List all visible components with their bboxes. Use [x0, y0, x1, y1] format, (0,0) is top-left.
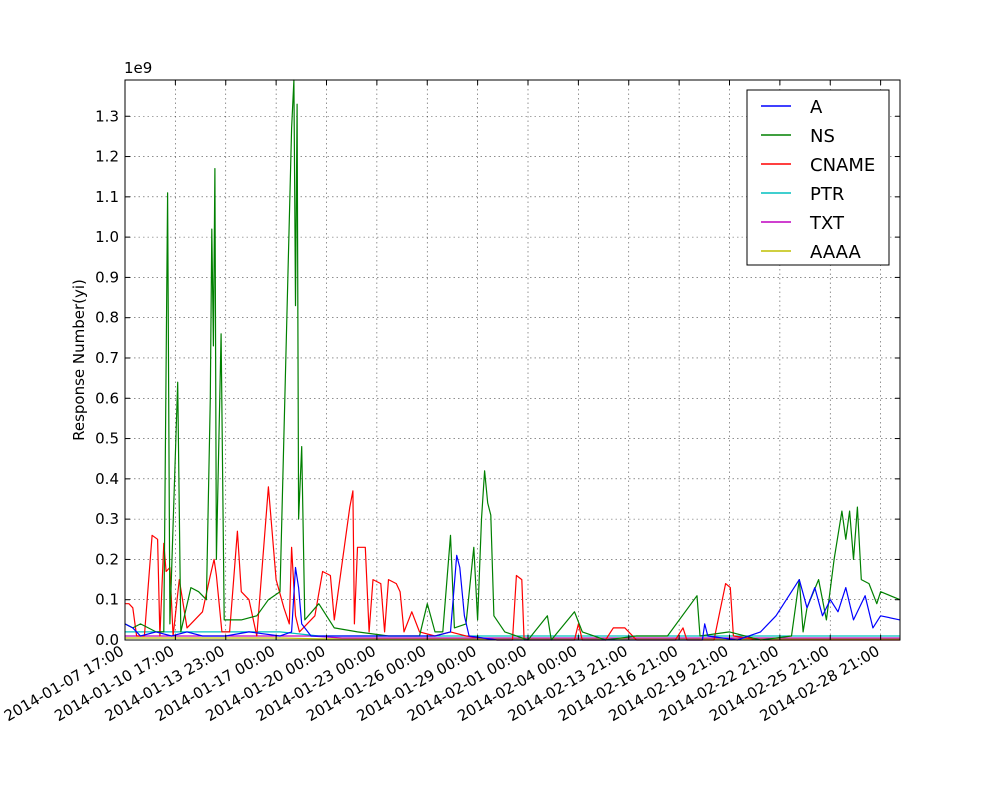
y-tick-label: 1.0 [95, 228, 119, 246]
legend-label-cname: CNAME [810, 155, 875, 176]
y-tick-label: 0.3 [95, 510, 119, 528]
y-tick-label: 0.1 [95, 591, 119, 609]
y-axis-label: Response Number(yi) [70, 279, 88, 441]
plot-frame [124, 79, 901, 641]
y-tick-label: 0.8 [95, 309, 119, 327]
series-line-cname [125, 486, 900, 641]
y-tick-label: 0.6 [95, 389, 119, 407]
legend-label-ptr: PTR [810, 184, 844, 205]
legend-label-txt: TXT [809, 213, 845, 234]
legend-label-a: A [810, 97, 823, 118]
legend-frame [746, 89, 890, 266]
grid [125, 80, 900, 640]
y-tick-label: 0.2 [95, 550, 119, 568]
y-tick-label: 1.1 [95, 188, 119, 206]
y-tick-label: 1.2 [95, 148, 119, 166]
legend: A NS CNAME PTR TXT AAAA [746, 89, 890, 266]
y-tick-label: 0.7 [95, 349, 119, 367]
series-line-a [124, 554, 901, 641]
y-tick-label: 0.9 [95, 268, 119, 286]
y-multiplier-label: 1e9 [124, 59, 152, 77]
y-tick-label: 0.5 [95, 430, 119, 448]
y-tick-label: 0.4 [95, 470, 119, 488]
y-tick-label: 1.3 [95, 107, 119, 125]
legend-label-ns: NS [810, 126, 835, 147]
y-tick-label: 0.0 [95, 631, 119, 649]
legend-label-aaaa: AAAA [810, 242, 861, 263]
y-axis-ticks: 0.0 0.1 0.2 0.3 0.4 0.5 0.6 0.7 0.8 0.9 1.0 1.1 1.2 1… [95, 107, 900, 649]
